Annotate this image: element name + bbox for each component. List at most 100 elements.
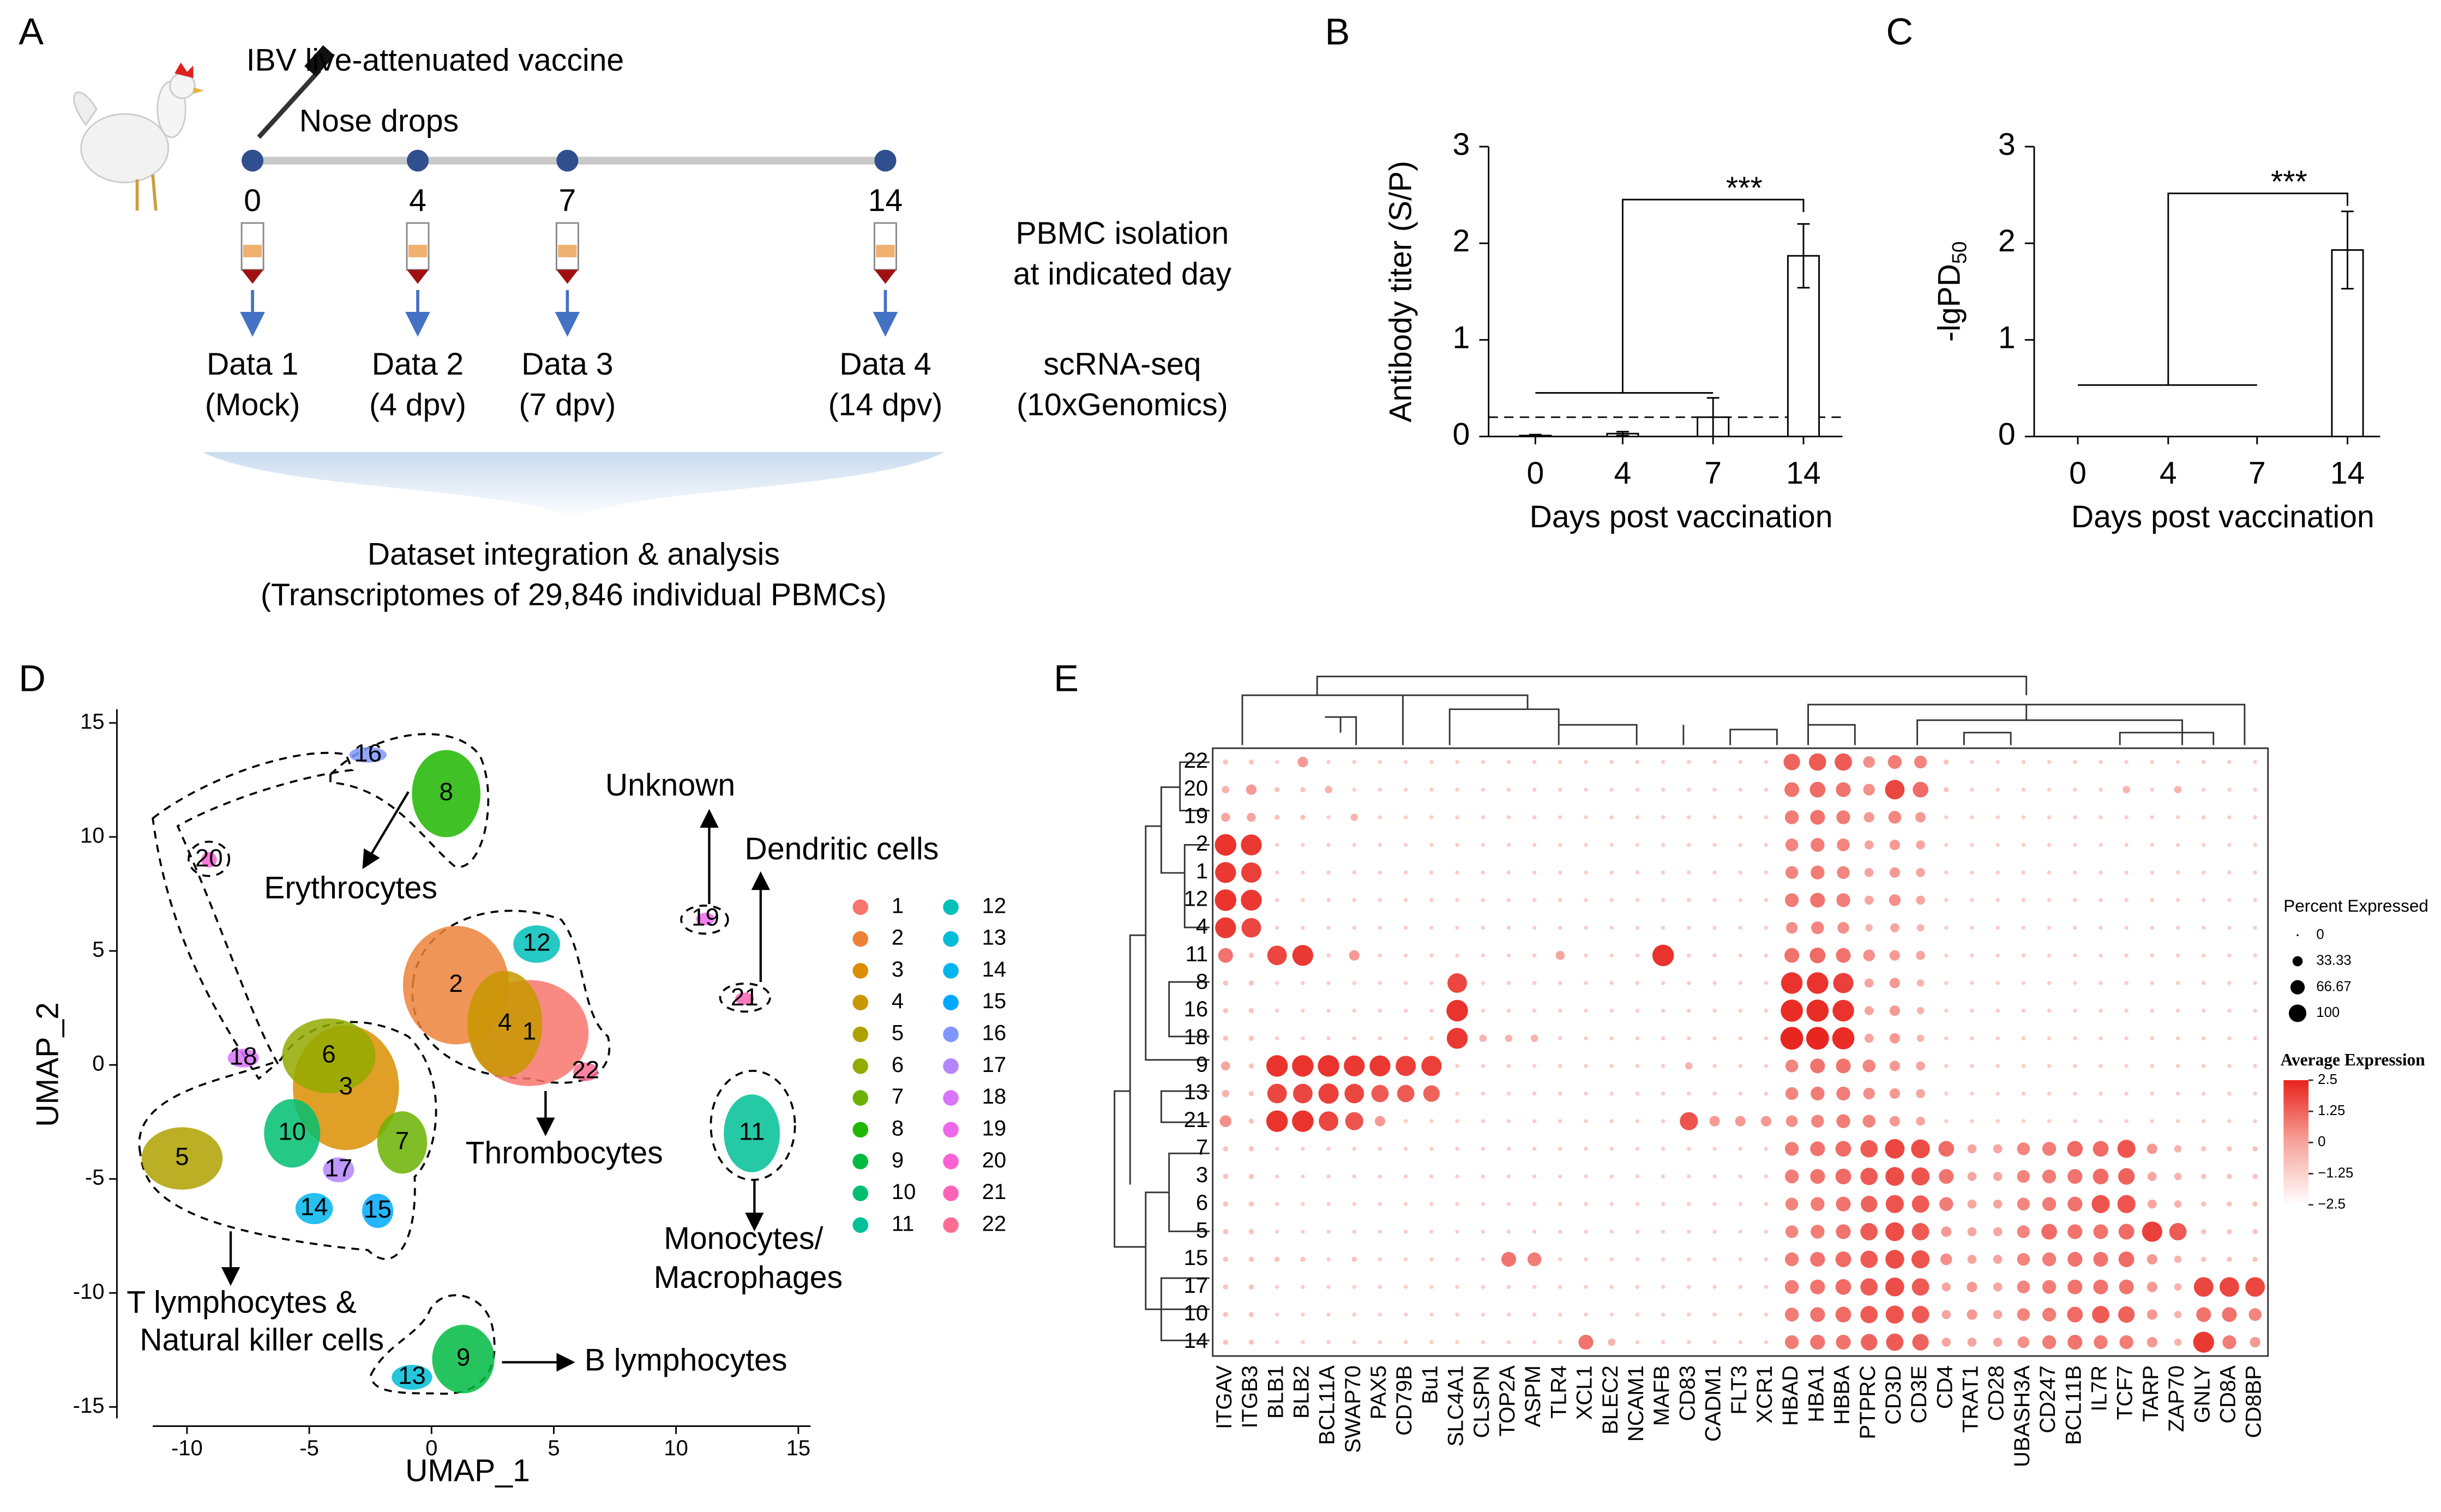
dot — [2148, 1172, 2157, 1181]
dot — [1558, 815, 1562, 820]
dot — [1584, 1119, 1588, 1123]
dataset-name: Data 3 — [521, 347, 613, 382]
dot — [1837, 838, 1850, 852]
dot — [2147, 1143, 2157, 1154]
dropper — [257, 45, 335, 139]
dot — [1532, 760, 1537, 764]
dot — [1326, 898, 1331, 902]
dot — [1506, 1147, 1511, 1151]
dot — [1661, 1312, 1666, 1317]
dot — [1532, 898, 1537, 902]
dot — [2017, 1225, 2030, 1238]
dot — [2175, 1036, 2180, 1040]
legend-label: 4 — [892, 989, 904, 1013]
dot — [1836, 1086, 1850, 1101]
gene-label: BCL11A — [1315, 1365, 1339, 1445]
dot — [1301, 1312, 1305, 1317]
dot — [1993, 1227, 2003, 1237]
dot — [1738, 1285, 1742, 1289]
dot — [1326, 925, 1331, 930]
dot — [1532, 1340, 1537, 1345]
x-axis-label: UMAP_1 — [405, 1453, 530, 1488]
dot — [1889, 978, 1900, 989]
dot — [1532, 1312, 1537, 1317]
dot — [1993, 1282, 2003, 1292]
x-tick-label: 7 — [2248, 456, 2266, 491]
dot — [1403, 1119, 1408, 1123]
dot — [2222, 1335, 2236, 1350]
dot — [1832, 1027, 1855, 1050]
dot — [1584, 760, 1588, 764]
legend-label: 9 — [892, 1148, 904, 1172]
dot — [1661, 1285, 1666, 1289]
dot — [2253, 842, 2257, 847]
dot — [2227, 1146, 2232, 1152]
dot — [1661, 898, 1666, 902]
size-legend-label: 66.67 — [2316, 979, 2351, 994]
dot — [1785, 1087, 1799, 1100]
day-label: 7 — [559, 183, 576, 218]
dot — [2174, 1283, 2182, 1291]
dot — [2047, 870, 2052, 875]
cluster-label: 22 — [572, 1056, 599, 1084]
dot — [1609, 925, 1614, 930]
tube-tip — [874, 269, 897, 284]
dot — [2042, 1280, 2057, 1294]
dot — [1247, 812, 1256, 822]
dot — [2118, 1251, 2135, 1267]
dot — [1970, 981, 1974, 985]
gene-label: TARP — [2139, 1365, 2163, 1422]
dot — [1738, 1202, 1742, 1206]
y-tick-label: 0 — [1998, 417, 2016, 452]
legend-label: 17 — [982, 1053, 1007, 1077]
day-label: 0 — [244, 183, 261, 218]
cluster — [724, 1094, 780, 1172]
dot — [2175, 953, 2180, 957]
gene-label: HBA1 — [1804, 1365, 1828, 1423]
dot — [1274, 1008, 1279, 1013]
dot — [2150, 925, 2155, 930]
dot — [1970, 787, 1974, 792]
dot — [1429, 870, 1434, 875]
dot — [1764, 760, 1769, 764]
dot — [1378, 1230, 1382, 1234]
dot — [1995, 953, 2000, 957]
dot — [1911, 1223, 1929, 1240]
dot — [2202, 1064, 2206, 1068]
dot — [1584, 787, 1588, 792]
dot — [1429, 787, 1434, 792]
cluster-label: 19 — [692, 903, 719, 931]
dot — [1352, 1008, 1356, 1013]
cluster-label: 16 — [354, 739, 382, 767]
dot — [2124, 870, 2129, 875]
dot — [1532, 1119, 1537, 1123]
dot — [1835, 1168, 1851, 1184]
dot — [1687, 842, 1691, 847]
dot — [2047, 1036, 2052, 1040]
dot — [1764, 1202, 1769, 1206]
gene-label: IL7R — [2088, 1365, 2112, 1412]
legend-swatch — [943, 931, 959, 947]
dot — [2047, 953, 2052, 957]
dot — [1584, 1174, 1588, 1179]
dot — [1584, 1230, 1588, 1234]
dot — [1429, 1230, 1434, 1234]
dot — [2117, 1140, 2136, 1158]
dot — [2042, 1142, 2057, 1156]
row-label: 19 — [1184, 804, 1209, 828]
dot — [1944, 1036, 1949, 1040]
dot — [1635, 981, 1640, 985]
size-legend-label: 100 — [2316, 1005, 2340, 1020]
dot — [1403, 1174, 1408, 1179]
dot — [2119, 1279, 2134, 1294]
dot — [1403, 870, 1408, 875]
dot — [1944, 981, 1949, 985]
dot — [1481, 1147, 1485, 1151]
integration-label: (Transcriptomes of 29,846 individual PBM… — [261, 577, 887, 612]
row-label: 21 — [1184, 1108, 1209, 1132]
row-label: 5 — [1196, 1218, 1208, 1242]
dot — [1429, 1119, 1434, 1123]
dot — [1916, 868, 1925, 877]
dot — [2073, 760, 2077, 764]
